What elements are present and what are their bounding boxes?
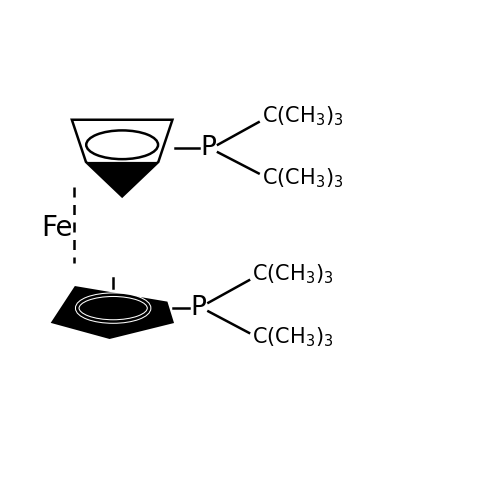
Text: Fe: Fe — [41, 214, 72, 241]
Text: C(CH$_3$)$_3$: C(CH$_3$)$_3$ — [252, 326, 334, 350]
Text: C(CH$_3$)$_3$: C(CH$_3$)$_3$ — [262, 104, 344, 128]
Text: P: P — [191, 295, 207, 320]
Polygon shape — [86, 162, 159, 196]
Text: P: P — [200, 136, 217, 161]
Text: C(CH$_3$)$_3$: C(CH$_3$)$_3$ — [252, 262, 334, 286]
Polygon shape — [53, 287, 172, 338]
Text: C(CH$_3$)$_3$: C(CH$_3$)$_3$ — [262, 166, 344, 190]
